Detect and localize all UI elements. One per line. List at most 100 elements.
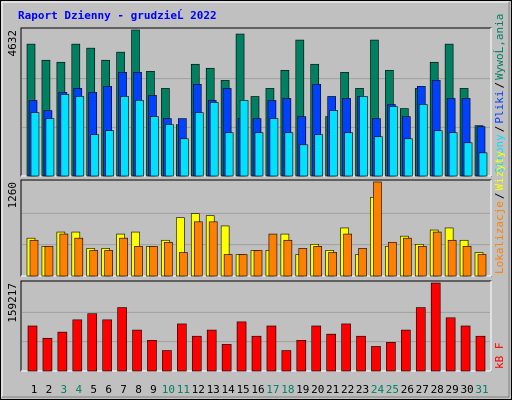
bar (224, 132, 234, 177)
x-tick-label: 17 (266, 383, 279, 396)
bar (191, 335, 202, 372)
bar (447, 239, 457, 277)
bar (194, 112, 204, 177)
bar (177, 323, 187, 372)
x-tick-label: 1 (31, 383, 38, 396)
bar (147, 340, 157, 372)
legend-separator: / (493, 193, 506, 200)
bar (236, 321, 247, 372)
bar (180, 138, 189, 177)
x-tick-label: 20 (311, 383, 324, 396)
bar (417, 246, 427, 277)
x-tick-label: 22 (341, 383, 354, 396)
bar (105, 130, 114, 177)
legend-label: Wizyty (493, 150, 506, 190)
bar (164, 241, 173, 277)
bar (254, 132, 264, 177)
bar (389, 106, 398, 177)
x-tick-label: 18 (281, 383, 294, 396)
x-tick-label: 12 (192, 383, 205, 396)
bar (358, 248, 367, 277)
bar (120, 96, 129, 177)
bar (75, 96, 85, 177)
legend-separator: / (493, 82, 506, 89)
x-tick-label: 9 (150, 383, 157, 396)
chart-title: Raport Dzienny - grudzieĹ 2022 (18, 9, 217, 22)
x-tick-label: 29 (446, 383, 459, 396)
legend-label: kB F (493, 343, 506, 370)
bar (311, 325, 322, 372)
bar (251, 335, 262, 372)
x-tick-label: 26 (401, 383, 414, 396)
x-tick-label: 6 (105, 383, 112, 396)
bar (221, 344, 232, 372)
x-tick-label: 5 (90, 383, 97, 396)
x-tick-label: 21 (326, 383, 339, 396)
bar (374, 136, 383, 177)
bar (119, 237, 128, 277)
bar (150, 116, 159, 177)
bar (102, 319, 112, 372)
bar (90, 134, 100, 177)
bar (356, 335, 366, 372)
bar (283, 239, 293, 277)
bar (238, 254, 248, 277)
bar (404, 138, 413, 177)
bar (89, 250, 99, 277)
bar (30, 112, 40, 177)
bar (314, 134, 324, 177)
bar (343, 233, 352, 277)
x-tick-label: 31 (475, 383, 488, 396)
bar (132, 329, 142, 372)
bar (104, 250, 113, 277)
bar (359, 96, 368, 177)
bar (430, 282, 441, 372)
bar (208, 221, 218, 277)
x-tick-label: 14 (222, 383, 236, 396)
bar (42, 337, 53, 372)
bar (57, 331, 68, 372)
bar (268, 233, 278, 277)
bar (281, 350, 292, 372)
bar (206, 329, 217, 372)
bar (388, 241, 397, 277)
bar (193, 221, 203, 277)
bar (59, 233, 69, 277)
legend-label: Strony (493, 134, 506, 174)
x-tick-label: 4 (75, 383, 82, 396)
bar (149, 246, 158, 277)
bar (87, 313, 98, 372)
bar (313, 246, 323, 277)
bar (27, 325, 38, 372)
bar (460, 325, 471, 372)
bar (72, 319, 83, 372)
x-tick-label: 2 (46, 383, 53, 396)
legend-label: WywoĹ‚ania (493, 14, 506, 80)
bar (432, 231, 442, 277)
x-tick-label: 8 (135, 383, 142, 396)
bar (209, 102, 219, 177)
bar (162, 350, 172, 372)
bar (433, 130, 443, 177)
bar (60, 94, 70, 177)
x-tick-label: 28 (431, 383, 444, 396)
bar (299, 144, 309, 177)
bar (326, 333, 336, 372)
x-tick-label: 30 (460, 383, 473, 396)
legend-label: Pliki (493, 91, 506, 124)
y-tick-label: 159217 (6, 283, 19, 323)
x-tick-label: 3 (61, 383, 68, 396)
x-tick-label: 19 (296, 383, 309, 396)
bar (341, 323, 351, 372)
bar (134, 246, 143, 277)
bar (401, 329, 411, 372)
bar (296, 340, 307, 372)
bar (478, 152, 488, 177)
bar (239, 100, 249, 177)
bar (371, 346, 381, 372)
bar (477, 254, 487, 277)
bar (223, 254, 233, 277)
y-tick-label: 1260 (6, 182, 19, 209)
